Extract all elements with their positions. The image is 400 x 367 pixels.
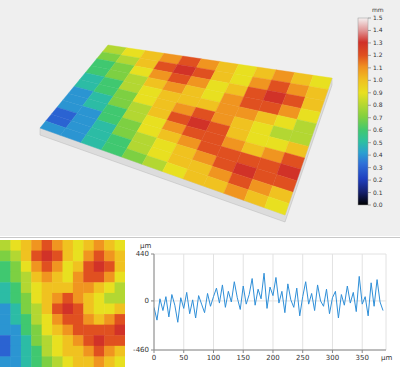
svg-text:200: 200 — [266, 354, 279, 362]
svg-text:1.1: 1.1 — [373, 64, 383, 71]
svg-text:mm: mm — [372, 6, 384, 13]
svg-text:0.3: 0.3 — [373, 164, 383, 171]
svg-text:350: 350 — [356, 354, 369, 362]
svg-text:0.9: 0.9 — [373, 89, 383, 96]
svg-text:50: 50 — [179, 354, 188, 362]
svg-text:-460: -460 — [133, 346, 149, 354]
svg-text:0: 0 — [145, 297, 149, 305]
svg-text:440: 440 — [136, 250, 149, 258]
svg-text:0.0: 0.0 — [373, 201, 383, 208]
svg-text:1.0: 1.0 — [373, 76, 383, 83]
svg-text:150: 150 — [237, 354, 250, 362]
svg-text:1.5: 1.5 — [373, 14, 383, 21]
svg-text:100: 100 — [207, 354, 220, 362]
svg-text:0.6: 0.6 — [373, 126, 383, 133]
svg-text:0.4: 0.4 — [373, 151, 383, 158]
svg-text:0.8: 0.8 — [373, 101, 383, 108]
html-text:µm: µm — [140, 242, 152, 250]
svg-text:0.1: 0.1 — [373, 189, 383, 196]
html-text:µm: µm — [381, 354, 393, 362]
svg-text:250: 250 — [296, 354, 309, 362]
svg-text:300: 300 — [326, 354, 339, 362]
svg-text:1.3: 1.3 — [373, 39, 383, 46]
svg-text:0.2: 0.2 — [373, 176, 383, 183]
svg-text:1.4: 1.4 — [373, 26, 383, 33]
svg-text:0: 0 — [152, 354, 156, 362]
svg-text:1.2: 1.2 — [373, 51, 383, 58]
svg-text:0.7: 0.7 — [373, 114, 383, 121]
svg-text:0.5: 0.5 — [373, 139, 383, 146]
